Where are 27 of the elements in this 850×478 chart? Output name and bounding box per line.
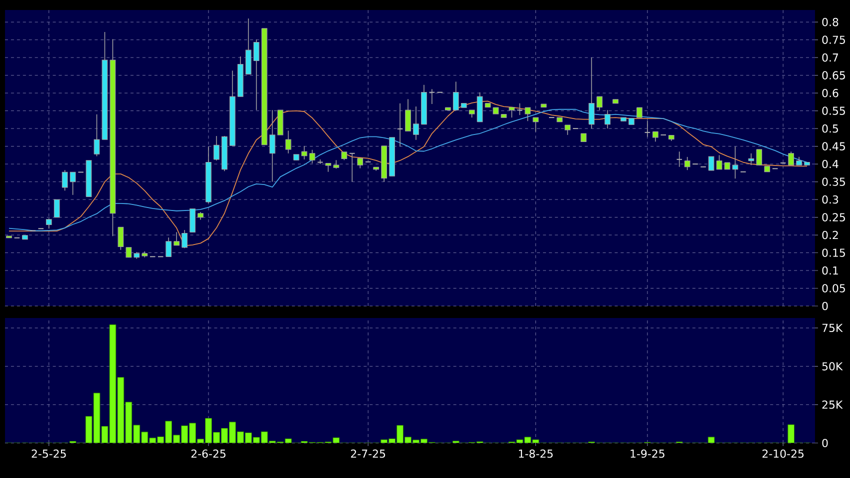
y-tick-label: 0.25 bbox=[822, 213, 845, 222]
y-tick-label: 0.7 bbox=[822, 53, 838, 62]
x-tick-label: 1-8-25 bbox=[519, 450, 553, 458]
y-tick-label: 0.5 bbox=[822, 124, 838, 133]
y-tick-label: 0 bbox=[822, 438, 828, 448]
y-tick-label: 50K bbox=[822, 362, 843, 370]
y-tick-label: 0.15 bbox=[822, 248, 845, 257]
y-tick-label: 0.05 bbox=[822, 284, 845, 292]
y-tick-label: 0.45 bbox=[822, 142, 845, 150]
y-tick-label: 0.1 bbox=[822, 266, 838, 275]
y-tick-label: 0.2 bbox=[822, 230, 838, 240]
y-tick-label: 0.35 bbox=[822, 178, 845, 186]
x-tick-label: 2-10-25 bbox=[762, 450, 804, 458]
y-tick-label: 0.55 bbox=[822, 106, 845, 115]
y-tick-label: 0.3 bbox=[822, 195, 838, 204]
y-tick-label: 0.4 bbox=[822, 160, 838, 168]
y-tick-label: 0.75 bbox=[822, 36, 845, 44]
y-tick-label: 0.65 bbox=[822, 71, 845, 80]
x-tick-label: 1-9-25 bbox=[630, 450, 664, 458]
x-tick-label: 2-7-25 bbox=[351, 450, 386, 458]
y-tick-label: 0 bbox=[822, 302, 828, 310]
y-tick-label: 0.6 bbox=[822, 88, 838, 98]
y-tick-label: 25K bbox=[822, 400, 843, 409]
y-tick-label: 0.8 bbox=[822, 18, 838, 26]
x-tick-label: 2-6-25 bbox=[191, 450, 226, 458]
x-tick-label: 2-5-25 bbox=[32, 450, 66, 458]
y-tick-label: 75K bbox=[822, 324, 843, 332]
